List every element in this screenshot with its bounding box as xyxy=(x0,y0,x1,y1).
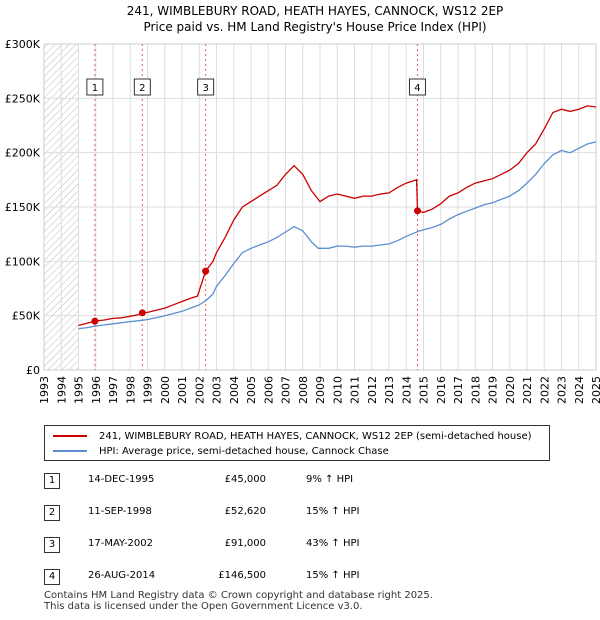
x-tick-label: 2006 xyxy=(262,376,275,404)
x-tick-label: 1999 xyxy=(142,376,155,404)
footer: Contains HM Land Registry data © Crown c… xyxy=(44,590,433,612)
x-tick-label: 2012 xyxy=(366,376,379,404)
chart-title: 241, WIMBLEBURY ROAD, HEATH HAYES, CANNO… xyxy=(127,4,504,18)
x-tick-label: 1995 xyxy=(73,376,86,404)
sale-number-badge: 3 xyxy=(44,537,60,553)
sale-price: £45,000 xyxy=(224,474,266,485)
chart-subtitle: Price paid vs. HM Land Registry's House … xyxy=(143,20,486,34)
y-tick-label: £200K xyxy=(5,147,41,160)
sale-hpi-diff: 43% ↑ HPI xyxy=(306,538,360,549)
sale-marker-box xyxy=(133,78,151,96)
sale-marker-label: 2 xyxy=(139,83,145,94)
x-tick-label: 2016 xyxy=(435,376,448,404)
x-tick-label: 2024 xyxy=(573,376,586,404)
legend-item-price-paid: 241, WIMBLEBURY ROAD, HEATH HAYES, CANNO… xyxy=(53,431,532,442)
legend-label-price-paid: 241, WIMBLEBURY ROAD, HEATH HAYES, CANNO… xyxy=(99,431,532,442)
sale-date: 26-AUG-2014 xyxy=(88,570,156,581)
x-tick-label: 2009 xyxy=(314,376,327,404)
x-tick-label: 2007 xyxy=(280,376,293,404)
sale-hpi-diff: 15% ↑ HPI xyxy=(306,506,360,517)
x-tick-label: 2005 xyxy=(245,376,258,404)
plot-area: 1993 1994 1995 1996 1997 1998 1999 2000 2001 2002… xyxy=(5,38,600,404)
sale-point xyxy=(202,267,210,275)
sale-point xyxy=(413,207,421,215)
x-tick-label: 2022 xyxy=(538,376,551,404)
x-tick-label: 2018 xyxy=(469,376,482,404)
price-chart: 241, WIMBLEBURY ROAD, HEATH HAYES, CANNO… xyxy=(5,4,600,404)
legend: 241, WIMBLEBURY ROAD, HEATH HAYES, CANNO… xyxy=(44,425,550,461)
x-tick-label: 2021 xyxy=(521,376,534,404)
x-tick-label: 2020 xyxy=(504,376,517,404)
y-tick-label: £100K xyxy=(5,255,41,268)
x-tick-label: 2011 xyxy=(349,376,362,404)
x-tick-label: 1996 xyxy=(90,376,103,404)
sale-price: £52,620 xyxy=(224,506,266,517)
sale-point xyxy=(138,309,146,317)
sale-date: 11-SEP-1998 xyxy=(88,506,152,517)
x-tick-label: 1998 xyxy=(124,376,137,404)
legend-swatch-hpi xyxy=(53,450,87,452)
sale-number-badge: 4 xyxy=(44,569,60,585)
x-tick-label: 2002 xyxy=(193,376,206,404)
sale-price: £146,500 xyxy=(218,570,266,581)
y-tick-label: £250K xyxy=(5,92,41,105)
x-tick-label: 2019 xyxy=(487,376,500,404)
sale-number-badge: 1 xyxy=(44,473,60,489)
x-tick-label: 1994 xyxy=(55,376,68,404)
sale-price: £91,000 xyxy=(224,538,266,549)
footer-copyright: Contains HM Land Registry data © Crown c… xyxy=(44,590,433,601)
x-tick-label: 2000 xyxy=(159,376,172,404)
y-tick-label: £300K xyxy=(5,38,41,51)
x-tick-label: 1993 xyxy=(38,376,51,404)
x-tick-label: 2017 xyxy=(452,376,465,404)
sale-marker-box xyxy=(408,78,426,96)
footer-licence: This data is licensed under the Open Gov… xyxy=(44,601,363,612)
sale-marker-box xyxy=(86,78,104,96)
x-tick-label: 2008 xyxy=(297,376,310,404)
legend-item-hpi: HPI: Average price, semi-detached house,… xyxy=(53,446,389,457)
x-tick-label: 2003 xyxy=(211,376,224,404)
sale-number-badge: 2 xyxy=(44,505,60,521)
x-tick-label: 2010 xyxy=(331,376,344,404)
x-tick-label: 2001 xyxy=(176,376,189,404)
legend-swatch-price-paid xyxy=(53,435,87,437)
hpi-line xyxy=(78,141,597,330)
sale-marker-label: 4 xyxy=(414,83,420,94)
sale-marker-box xyxy=(197,78,215,96)
price-paid-line xyxy=(78,105,597,327)
legend-label-hpi: HPI: Average price, semi-detached house,… xyxy=(99,446,389,457)
x-tick-label: 2015 xyxy=(418,376,431,404)
x-tick-label: 2023 xyxy=(556,376,569,404)
sale-date: 17-MAY-2002 xyxy=(88,538,154,549)
sale-hpi-diff: 15% ↑ HPI xyxy=(306,570,360,581)
x-tick-label: 2014 xyxy=(400,376,413,404)
y-tick-label: £0 xyxy=(26,364,40,377)
y-tick-label: £50K xyxy=(12,310,41,323)
sale-point xyxy=(91,317,99,325)
x-tick-label: 2013 xyxy=(383,376,396,404)
sale-hpi-diff: 9% ↑ HPI xyxy=(306,474,354,485)
sale-date: 14-DEC-1995 xyxy=(88,474,155,485)
x-tick-label: 2025 xyxy=(590,376,600,404)
sale-marker-label: 3 xyxy=(202,83,208,94)
x-tick-label: 2004 xyxy=(228,376,241,404)
sale-marker-label: 1 xyxy=(92,83,98,94)
y-tick-label: £150K xyxy=(5,201,41,214)
plot-frame xyxy=(43,43,597,371)
x-tick-label: 1997 xyxy=(107,376,120,404)
